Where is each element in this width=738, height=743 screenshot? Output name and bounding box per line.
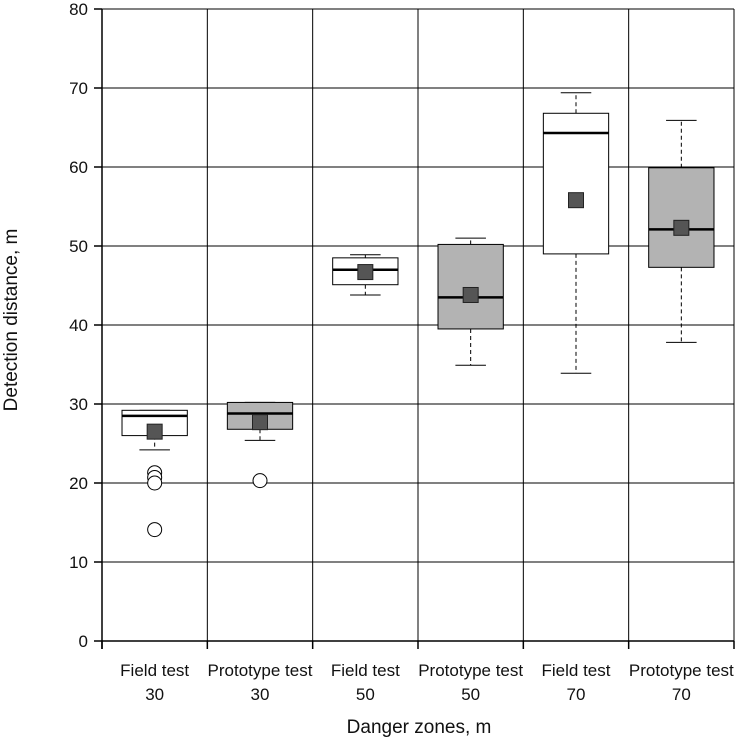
outlier-point (252, 473, 268, 489)
mean-marker (568, 192, 584, 209)
y-tick-label: 80 (69, 0, 88, 19)
y-axis-title: Detection distance, m (1, 229, 22, 412)
y-tick-label: 10 (69, 553, 88, 572)
mean-marker (462, 286, 479, 303)
x-category-label: Prototype test (418, 661, 523, 680)
box-group (542, 92, 610, 374)
x-category-label: Prototype test (208, 661, 313, 680)
x-category-sublabel: 30 (251, 685, 270, 704)
box-group (648, 119, 715, 343)
y-tick-label: 30 (69, 395, 88, 414)
outlier-point (147, 522, 163, 538)
y-tick-label: 0 (79, 632, 88, 651)
x-category-label: Field test (120, 661, 189, 680)
x-category-sublabel: 50 (356, 685, 375, 704)
x-category-sublabel: 70 (567, 685, 586, 704)
x-category-label: Prototype test (629, 661, 734, 680)
x-category-label: Field test (542, 661, 611, 680)
mean-marker (146, 423, 163, 440)
iqr-box (542, 112, 610, 255)
box-group (437, 237, 504, 366)
x-category-sublabel: 50 (461, 685, 480, 704)
y-tick-label: 20 (69, 474, 88, 493)
x-category-label: Field test (331, 661, 400, 680)
grid-lines (102, 8, 735, 641)
y-tick-label: 50 (69, 237, 88, 256)
y-tick-label: 60 (69, 158, 88, 177)
axis-labels: 0 10 20 30 40 50 60 70 80 Field test 30 Prototype t… (69, 0, 734, 704)
box-group (226, 401, 294, 489)
box-group (332, 254, 399, 296)
outlier-point (147, 475, 163, 491)
mean-marker (357, 264, 374, 281)
axes (94, 8, 735, 649)
x-axis-title: Danger zones, m (347, 717, 492, 738)
box-group (121, 409, 188, 538)
x-category-sublabel: 30 (145, 685, 164, 704)
y-tick-label: 70 (69, 79, 88, 98)
iqr-box (437, 243, 504, 330)
mean-marker (252, 414, 268, 431)
mean-marker (673, 219, 690, 236)
iqr-box (648, 167, 715, 268)
x-category-sublabel: 70 (672, 685, 691, 704)
box-series (121, 92, 715, 538)
y-tick-label: 40 (69, 316, 88, 335)
